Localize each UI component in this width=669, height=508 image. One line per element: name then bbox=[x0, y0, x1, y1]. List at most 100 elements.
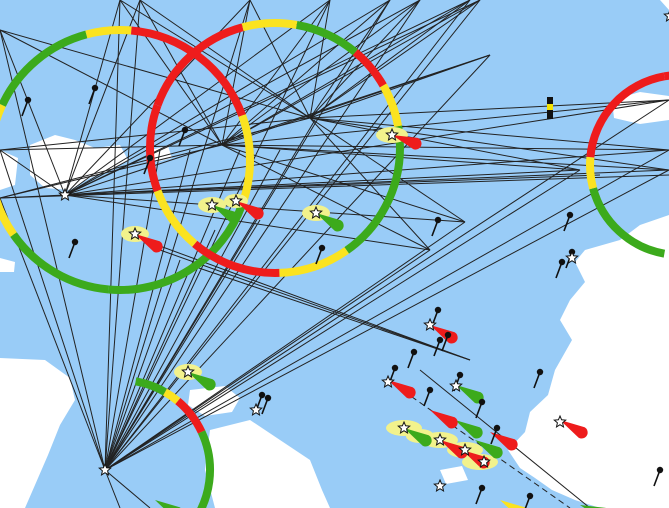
sector-arc bbox=[241, 19, 298, 32]
sector-arc bbox=[10, 232, 110, 294]
buoy-icon bbox=[88, 84, 99, 105]
light-flare-icon bbox=[430, 410, 458, 429]
sector-arc bbox=[0, 30, 88, 107]
bearing-line bbox=[104, 119, 316, 471]
light-flare-icon bbox=[155, 500, 183, 508]
light-star-icon bbox=[423, 317, 437, 331]
light-flare-icon bbox=[500, 500, 528, 508]
buoy-icon bbox=[21, 96, 32, 117]
sector-arc bbox=[85, 26, 132, 39]
sector-arc bbox=[379, 83, 403, 128]
light-star-icon bbox=[128, 226, 142, 240]
buoy-icon bbox=[261, 394, 272, 415]
sector-arc bbox=[238, 114, 254, 206]
buoy-icon bbox=[475, 398, 486, 419]
bearing-line bbox=[309, 117, 669, 151]
light-flare-icon bbox=[560, 420, 588, 439]
bearing-line bbox=[309, 0, 331, 119]
bearing-line bbox=[0, 144, 223, 199]
bearing-line bbox=[64, 0, 481, 196]
light-flare-icon bbox=[440, 440, 468, 459]
buoy-icon bbox=[441, 331, 452, 352]
buoy-icon bbox=[143, 154, 154, 175]
shore-lower-left bbox=[0, 358, 75, 508]
light-flare-icon bbox=[188, 372, 216, 391]
bearing-line bbox=[64, 149, 669, 196]
light-flare-icon bbox=[475, 440, 503, 459]
light-star-icon bbox=[433, 478, 447, 492]
sector-arc bbox=[586, 72, 666, 158]
bearing-line bbox=[0, 149, 106, 471]
bearing-line bbox=[64, 0, 471, 196]
bearing-line bbox=[0, 29, 311, 119]
buoy-icon bbox=[524, 492, 534, 508]
bearing-line bbox=[104, 149, 191, 471]
light-star-icon bbox=[309, 205, 323, 219]
bearing-line bbox=[104, 219, 261, 471]
bearing-line bbox=[309, 99, 669, 119]
buoy-icon bbox=[68, 238, 79, 259]
buoy-icon bbox=[178, 126, 189, 147]
buoy-icon bbox=[475, 484, 486, 505]
sector-arc bbox=[153, 23, 244, 107]
islet-right-upper bbox=[612, 92, 669, 124]
sector-arc bbox=[130, 26, 246, 117]
light-stars bbox=[58, 11, 669, 492]
buoy-icon bbox=[563, 211, 574, 232]
sector-arc bbox=[295, 20, 358, 56]
buoys bbox=[21, 84, 664, 508]
bearing-line bbox=[104, 469, 151, 508]
sector-arc bbox=[175, 397, 206, 434]
bearing-line bbox=[104, 54, 491, 471]
bearing-line bbox=[0, 149, 66, 196]
bearing-line bbox=[221, 99, 669, 146]
light-flare-icon bbox=[236, 201, 264, 220]
bearing-line bbox=[59, 174, 601, 196]
bearing-line bbox=[64, 0, 421, 196]
islet-bottom bbox=[440, 466, 468, 484]
sector-arc bbox=[352, 49, 387, 88]
sector-arc bbox=[153, 189, 198, 247]
bearing-line bbox=[189, 264, 471, 361]
light-flare-icon bbox=[135, 234, 163, 253]
bearing-line bbox=[104, 99, 669, 471]
bearing-line bbox=[309, 117, 581, 171]
bearing-line bbox=[64, 54, 491, 196]
sector-arc bbox=[589, 187, 666, 258]
bearing-line bbox=[64, 194, 466, 223]
bearing-line bbox=[104, 0, 121, 471]
bearing-line bbox=[309, 0, 471, 119]
buoy-icon bbox=[423, 386, 434, 407]
buoy-icon bbox=[407, 348, 418, 369]
bearing-line bbox=[64, 194, 431, 251]
light-star-icon bbox=[433, 432, 447, 446]
sector-arc bbox=[279, 247, 349, 277]
bearing-line bbox=[104, 229, 216, 471]
mainland-right bbox=[508, 215, 669, 508]
buoy-icon bbox=[555, 258, 566, 279]
bearing-line bbox=[309, 0, 391, 119]
bearing-line bbox=[249, 0, 311, 119]
bearing-line bbox=[0, 29, 106, 471]
sector-arc bbox=[344, 147, 404, 254]
buoy-icon bbox=[653, 466, 664, 487]
light-flare-icon bbox=[456, 385, 484, 404]
bearing-line bbox=[104, 149, 281, 471]
bearing-line bbox=[104, 469, 121, 508]
light-flare-icon bbox=[212, 205, 240, 224]
sector-arc bbox=[192, 240, 280, 277]
islet-right-middle bbox=[640, 254, 662, 272]
bearing-line bbox=[104, 149, 669, 471]
light-star-icon bbox=[477, 454, 491, 468]
light-star-icon bbox=[58, 187, 72, 201]
light-flare-icon bbox=[455, 420, 483, 439]
light-flare-icon bbox=[404, 428, 432, 447]
bearing-line bbox=[159, 249, 471, 361]
bearing-line bbox=[309, 54, 491, 119]
light-star-icon bbox=[249, 402, 263, 416]
light-star-icon bbox=[98, 462, 112, 476]
shore-bottom-center bbox=[205, 420, 330, 508]
sector-arc bbox=[108, 203, 246, 294]
bearing-line bbox=[64, 99, 669, 196]
